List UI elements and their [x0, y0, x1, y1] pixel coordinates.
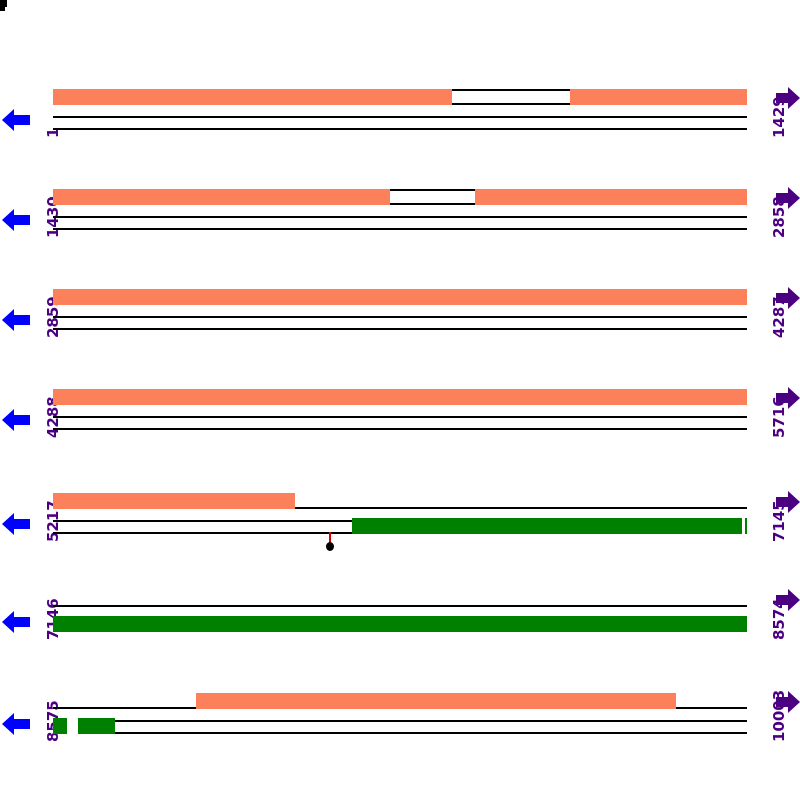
row-end-coordinate: 8574	[770, 598, 788, 640]
reading-frame-line-2	[53, 216, 747, 218]
arrow-right-icon[interactable]	[776, 386, 800, 410]
arrow-left-icon[interactable]	[2, 512, 30, 536]
feature-orf-forward[interactable]	[475, 189, 747, 205]
feature-orf-reverse[interactable]	[53, 718, 67, 734]
reading-frame-line-1	[53, 507, 747, 509]
feature-orf-open-gap[interactable]	[452, 89, 570, 105]
reading-frame-line-3	[53, 732, 747, 734]
row-end-coordinate: 10003	[770, 689, 788, 742]
frame-row: 1430 2858	[0, 180, 800, 276]
frame-row: 1 1429	[0, 80, 800, 176]
feature-orf-forward[interactable]	[196, 693, 676, 709]
row-end-coordinate: 5716	[770, 396, 788, 438]
row-end-coordinate: 7145	[770, 500, 788, 542]
corner-artifact	[0, 0, 9, 12]
reading-frame-line-3	[53, 428, 747, 430]
row-end-coordinate: 4287	[770, 296, 788, 338]
feature-orf-reverse[interactable]	[352, 518, 742, 534]
feature-orf-reverse[interactable]	[78, 718, 115, 734]
reading-frame-line-3	[53, 128, 747, 130]
arrow-right-icon[interactable]	[776, 286, 800, 310]
arrow-left-icon[interactable]	[2, 208, 30, 232]
frame-row: 4288 5716	[0, 380, 800, 476]
reading-frame-line-2	[53, 416, 747, 418]
reading-frame-line-3	[53, 328, 747, 330]
frame-row: 2859 4287	[0, 280, 800, 376]
position-marker-stem	[329, 532, 331, 544]
feature-orf-reverse-gap[interactable]	[67, 718, 78, 734]
arrow-right-icon[interactable]	[776, 490, 800, 514]
feature-orf-reverse[interactable]	[745, 518, 747, 534]
feature-orf-reverse-gap[interactable]	[742, 518, 745, 534]
reading-frame-line-2	[53, 116, 747, 118]
frame-row: 71468574	[0, 582, 800, 678]
feature-orf-forward[interactable]	[53, 289, 747, 305]
arrow-right-icon[interactable]	[776, 690, 800, 714]
row-end-coordinate: 1429	[770, 96, 788, 138]
feature-orf-forward[interactable]	[53, 493, 295, 509]
arrow-right-icon[interactable]	[776, 86, 800, 110]
arrow-left-icon[interactable]	[2, 610, 30, 634]
feature-orf-forward[interactable]	[53, 189, 390, 205]
arrow-left-icon[interactable]	[2, 408, 30, 432]
feature-orf-forward[interactable]	[53, 389, 747, 405]
position-marker-dot[interactable]	[326, 542, 334, 551]
reading-frame-line-2	[53, 316, 747, 318]
arrow-left-icon[interactable]	[2, 712, 30, 736]
reading-frame-line-3	[53, 228, 747, 230]
row-end-coordinate: 2858	[770, 196, 788, 238]
arrow-left-icon[interactable]	[2, 108, 30, 132]
feature-orf-open-gap[interactable]	[390, 189, 475, 205]
frame-row: 857510003	[0, 684, 800, 780]
feature-orf-forward[interactable]	[53, 89, 452, 105]
arrow-left-icon[interactable]	[2, 308, 30, 332]
reading-frame-line-1	[53, 605, 747, 607]
frame-row: 5217 7145	[0, 484, 800, 580]
feature-orf-reverse[interactable]	[53, 616, 747, 632]
reading-frame-line-2	[53, 720, 747, 722]
arrow-right-icon[interactable]	[776, 186, 800, 210]
feature-orf-forward[interactable]	[570, 89, 747, 105]
arrow-right-icon[interactable]	[776, 588, 800, 612]
